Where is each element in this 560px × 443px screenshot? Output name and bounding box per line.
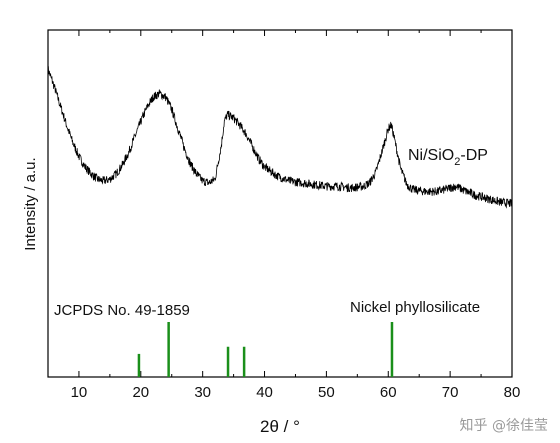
x-tick-label: 40 (256, 384, 273, 401)
x-tick-label: 70 (442, 384, 459, 401)
x-axis-label: 2θ / ° (260, 417, 300, 436)
watermark: 知乎 @徐佳莹 (459, 418, 548, 434)
series-label: Ni/SiO2-DP (408, 147, 488, 168)
reference-phase-label: Nickel phyllosilicate (350, 299, 480, 316)
x-tick-label: 50 (318, 384, 335, 401)
x-tick-label: 10 (71, 384, 88, 401)
y-axis-label: Intensity / a.u. (22, 157, 39, 250)
x-tick-label: 20 (132, 384, 149, 401)
reference-sticks (137, 322, 394, 377)
reference-card-label: JCPDS No. 49-1859 (54, 302, 190, 319)
x-tick-label: 60 (380, 384, 397, 401)
x-tick-labels: 10 20 30 40 50 60 70 80 (71, 384, 521, 401)
xrd-pattern-line (47, 66, 513, 209)
plot-frame (47, 29, 513, 378)
x-tick-label: 80 (504, 384, 521, 401)
x-ticks (47, 30, 513, 377)
x-tick-label: 30 (194, 384, 211, 401)
